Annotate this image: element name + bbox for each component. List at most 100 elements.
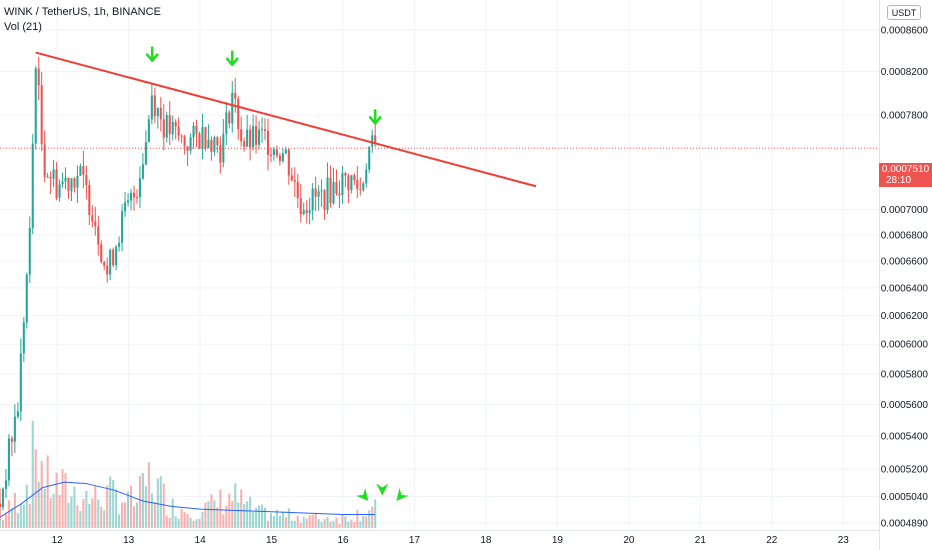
y-tick-label: 0.0006600 — [881, 257, 929, 268]
candle-body — [359, 189, 362, 191]
volume-bar — [19, 504, 22, 528]
candle-body — [40, 85, 43, 145]
volume-bar — [311, 514, 314, 528]
currency-badge[interactable]: USDT — [887, 5, 921, 20]
candle-body — [121, 211, 124, 243]
candle-body — [79, 166, 82, 176]
volume-bar — [165, 515, 168, 528]
candle-body — [371, 135, 374, 147]
volume-bar — [91, 498, 94, 528]
candle-body — [225, 112, 228, 134]
x-tick-label: 14 — [195, 535, 207, 546]
volume-bar — [28, 503, 31, 528]
volume-bar — [240, 489, 243, 528]
candle-body — [231, 92, 234, 124]
volume-bar — [16, 512, 19, 528]
volume-bar — [121, 502, 124, 528]
candle-body — [365, 169, 368, 184]
x-tick-label: 20 — [623, 535, 635, 546]
volume-bar — [138, 476, 141, 528]
volume-bar — [335, 517, 338, 528]
volume-bar — [344, 516, 347, 528]
volume-bar — [61, 469, 64, 528]
volume-bar — [7, 500, 10, 528]
candle-body — [91, 215, 94, 222]
volume-bar — [216, 507, 219, 528]
y-tick-label: 0.0005200 — [881, 465, 929, 476]
candle-body — [374, 135, 377, 144]
down-arrow-annotation-shape — [145, 46, 159, 62]
candle-body — [368, 146, 371, 170]
candle-body — [341, 173, 344, 196]
candle-body — [144, 142, 147, 165]
candle-body — [305, 210, 308, 214]
volume-bar — [284, 517, 287, 528]
candle-body — [132, 192, 136, 198]
candle-body — [281, 153, 284, 162]
volume-bar — [231, 500, 234, 528]
volume-bar — [189, 517, 192, 528]
candle-body — [16, 411, 19, 417]
volume-bar — [103, 510, 106, 528]
candle-body — [201, 127, 204, 149]
candle-body — [195, 125, 198, 134]
volume-arrow-annotation — [376, 483, 389, 496]
candle-body — [22, 322, 25, 354]
candle-body — [49, 176, 52, 179]
down-arrow-annotation — [225, 50, 239, 67]
volume-bar — [222, 514, 225, 528]
candle-body — [296, 181, 299, 199]
volume-indicator-label[interactable]: Vol (21) — [4, 21, 42, 33]
x-tick-label: 22 — [766, 535, 778, 546]
candle-body — [272, 149, 275, 155]
candle-body — [332, 182, 335, 204]
volume-bar — [70, 496, 73, 528]
candle-body — [13, 416, 16, 442]
candle-body — [4, 480, 7, 489]
candle-body — [278, 155, 281, 162]
candle-body — [335, 182, 338, 194]
volume-bar — [112, 479, 115, 528]
candle-body — [216, 137, 219, 146]
volume-bar — [213, 500, 216, 528]
candle-body — [115, 246, 118, 266]
volume-bar — [168, 517, 171, 528]
volume-ma-line — [0, 481, 376, 518]
candle-body — [266, 130, 270, 155]
candle-body — [249, 129, 252, 148]
bar-countdown: 28:10 — [886, 175, 912, 186]
volume-bar — [118, 514, 121, 528]
candle-body — [344, 173, 347, 176]
volume-bar — [124, 502, 127, 528]
volume-bar — [183, 512, 186, 528]
candle-body — [153, 95, 156, 117]
volume-bar — [0, 518, 2, 528]
volume-bar — [320, 521, 323, 528]
volume-bar — [13, 492, 16, 528]
candle-body — [228, 112, 231, 124]
volume-bar — [73, 486, 76, 528]
candle-body — [353, 175, 356, 181]
candle-body — [320, 190, 323, 192]
candle-body — [338, 193, 341, 196]
volume-bar — [135, 502, 139, 528]
y-tick-label: 0.0007800 — [881, 111, 929, 122]
candle-body — [222, 133, 225, 163]
volume-bar — [180, 508, 183, 528]
volume-bar — [302, 516, 305, 528]
x-tick-label: 12 — [52, 535, 64, 546]
volume-bar — [341, 514, 344, 528]
volume-bar — [25, 484, 28, 528]
candle-body — [126, 200, 130, 203]
y-tick-label: 0.0005600 — [881, 400, 929, 411]
volume-bar — [174, 516, 177, 528]
candle-body — [210, 139, 213, 152]
candle-body — [28, 228, 31, 275]
candle-body — [0, 503, 2, 508]
volume-bar — [258, 505, 261, 528]
volume-bar — [82, 499, 85, 528]
candle-body — [258, 129, 261, 145]
volume-bar — [374, 499, 377, 528]
volume-bar — [94, 485, 97, 528]
